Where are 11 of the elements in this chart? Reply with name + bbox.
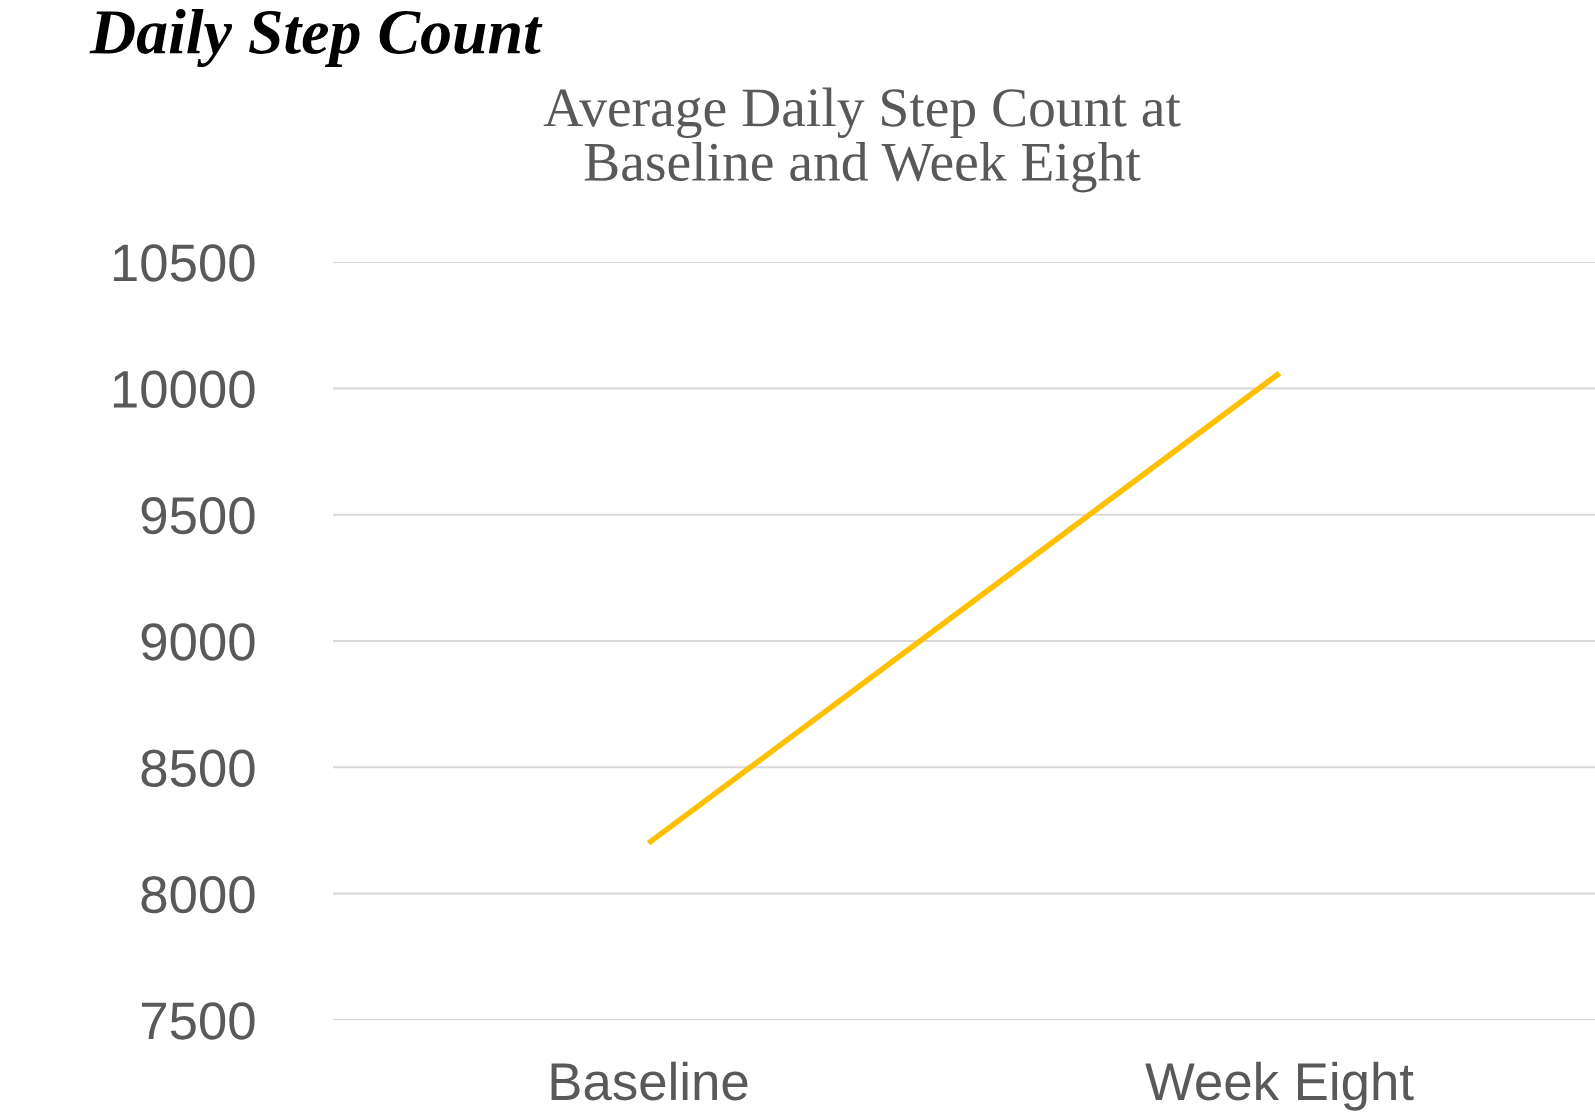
chart-subtitle: Average Daily Step Count at Baseline and Week Eight <box>543 87 1181 193</box>
y-tick-label: 8500 <box>141 749 255 787</box>
x-tick-label: Baseline <box>551 1061 748 1101</box>
y-tick-label: 8000 <box>141 875 255 914</box>
chart-title: Daily Step Count <box>89 8 543 68</box>
x-tick-label: Week Eight <box>1145 1061 1414 1111</box>
y-tick-label: 7500 <box>141 1002 255 1040</box>
y-tick-label: 10500 <box>113 244 255 282</box>
y-tick-label: 9500 <box>141 496 255 535</box>
y-tick-label: 10000 <box>113 370 255 408</box>
y-tick-label: 9000 <box>141 623 255 661</box>
